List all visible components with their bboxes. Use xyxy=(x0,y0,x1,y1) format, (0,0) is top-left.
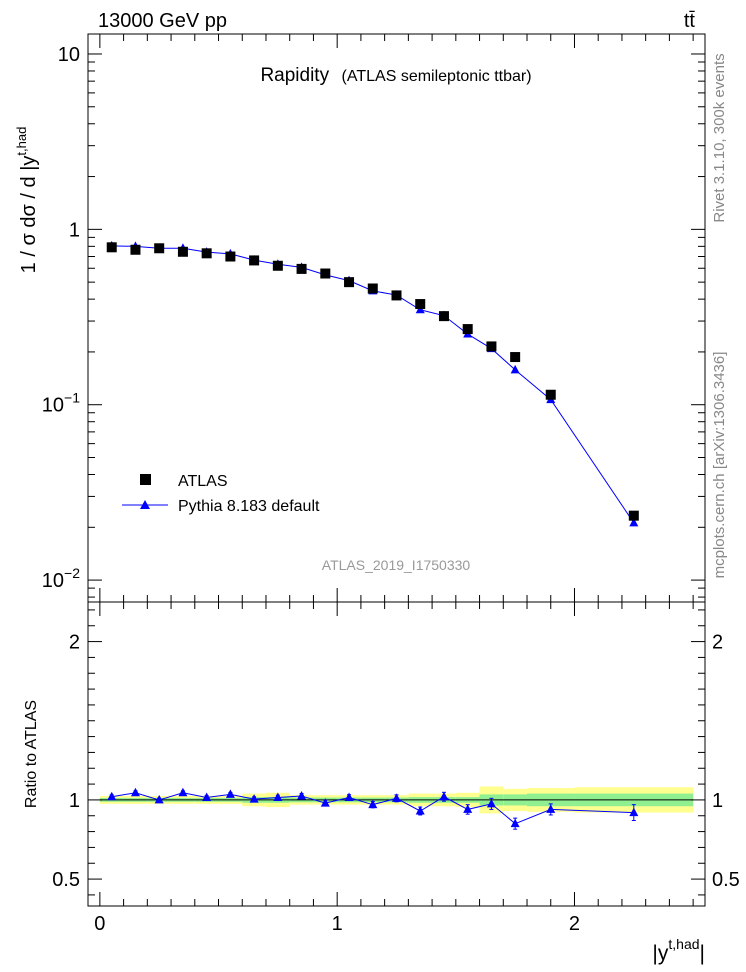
main-plot-frame xyxy=(87,33,706,603)
main-y-axis-label: 1 / σ dσ / d |yt,had xyxy=(14,127,40,274)
x-axis-label-text: |y xyxy=(652,942,668,965)
ratio-mc-point xyxy=(202,792,212,802)
data-point xyxy=(344,277,355,288)
ratio-mc-point xyxy=(546,804,556,813)
x-axis-label: |yt,had| xyxy=(652,936,705,965)
legend-label-atlas: ATLAS xyxy=(178,473,228,490)
mc-point xyxy=(510,364,520,374)
ratio-mc-point xyxy=(510,818,520,828)
ratio-plot-frame xyxy=(87,601,706,907)
data-point xyxy=(249,255,260,266)
data-point xyxy=(628,510,639,521)
y-tick-label-base: 10 xyxy=(58,44,80,66)
plot-subtitle: (ATLAS semileptonic ttbar) xyxy=(342,68,532,85)
y-tick-label: 10−2 xyxy=(42,565,80,592)
plot-title: Rapidity xyxy=(260,65,329,86)
data-point xyxy=(320,268,331,279)
ratio-mc-point xyxy=(439,791,449,801)
process-label: tt̄ xyxy=(684,10,696,32)
data-point xyxy=(462,324,473,335)
data-point xyxy=(225,251,236,262)
main-y-axis-label-text: 1 / σ dσ / d |y xyxy=(18,156,40,274)
ratio-mc-point xyxy=(225,789,235,798)
ratio-mc-point xyxy=(415,806,425,815)
ratio-mc-point xyxy=(320,798,330,807)
ratio-mc-point xyxy=(344,792,354,802)
mcplots-label: mcplots.cern.ch [arXiv:1306.3436] xyxy=(711,352,728,579)
y-tick-label-base: 10 xyxy=(42,570,64,592)
data-point xyxy=(177,246,188,257)
legend: ATLAS Pythia 8.183 default xyxy=(122,473,320,515)
rivet-version-label: Rivet 3.1.10, 300k events xyxy=(711,53,728,222)
legend-label-mc: Pythia 8.183 default xyxy=(178,498,320,515)
x-axis-label-sup: t,had xyxy=(668,936,699,952)
data-point xyxy=(201,248,212,259)
legend-marker-atlas xyxy=(140,474,151,485)
ratio-mc-point xyxy=(463,804,473,813)
y-tick-label-exp: −1 xyxy=(64,390,80,406)
y-tick-label: 10−1 xyxy=(42,390,80,417)
ratio-mc-point xyxy=(486,798,496,808)
data-point xyxy=(438,311,449,322)
y-tick-label: 10 xyxy=(58,44,80,66)
ratio-mc-point xyxy=(273,792,283,802)
ratio-mc-point xyxy=(130,787,140,797)
ratio-mc-point xyxy=(154,794,164,804)
x-axis-label-close: | xyxy=(700,942,705,965)
ratio-y-tick-label: 2 xyxy=(69,632,80,654)
y-tick-label-base: 10 xyxy=(42,395,64,417)
mc-series-ratio xyxy=(107,787,639,830)
data-point xyxy=(415,299,426,310)
x-tick-label: 2 xyxy=(569,913,580,935)
mc-point xyxy=(629,517,639,527)
data-point xyxy=(367,283,378,294)
data-point xyxy=(391,290,402,301)
data-point xyxy=(106,242,117,253)
ratio-mc-line xyxy=(111,792,634,825)
ratio-y-tick-label: 0.5 xyxy=(52,869,80,891)
y-tick-label: 1 xyxy=(69,219,80,241)
data-point xyxy=(510,352,521,363)
ratio-mc-point xyxy=(629,807,639,817)
ratio-mc-point xyxy=(297,790,307,800)
data-point xyxy=(154,243,165,254)
analysis-id: ATLAS_2019_I1750330 xyxy=(322,557,471,573)
ratio-y-tick-label-right: 0.5 xyxy=(712,869,740,891)
x-tick-label: 0 xyxy=(94,913,105,935)
data-point xyxy=(296,263,307,274)
ratio-mc-point xyxy=(249,794,259,803)
data-series-main xyxy=(106,242,639,521)
legend-marker-mc xyxy=(140,500,150,509)
x-tick-label: 1 xyxy=(332,913,343,935)
ratio-mc-point xyxy=(178,787,188,797)
beam-label: 13000 GeV pp xyxy=(98,10,227,32)
ratio-mc-point xyxy=(368,799,378,809)
ratio-mc-point xyxy=(107,791,117,801)
plot-title-group: Rapidity (ATLAS semileptonic ttbar) xyxy=(260,65,531,86)
ratio-y-tick-label: 1 xyxy=(69,790,80,812)
main-y-axis-label-sup: t,had xyxy=(14,127,29,156)
data-point xyxy=(545,389,556,400)
y-tick-label-exp: −2 xyxy=(64,565,80,581)
data-point xyxy=(130,244,141,255)
ratio-mc-point xyxy=(392,793,401,802)
y-tick-label-base: 1 xyxy=(69,219,80,241)
data-point xyxy=(272,260,283,271)
data-point xyxy=(486,341,497,352)
ratio-y-tick-label-right: 1 xyxy=(712,790,723,812)
ratio-y-tick-label-right: 2 xyxy=(712,632,723,654)
ratio-y-axis-label: Ratio to ATLAS xyxy=(23,700,40,808)
